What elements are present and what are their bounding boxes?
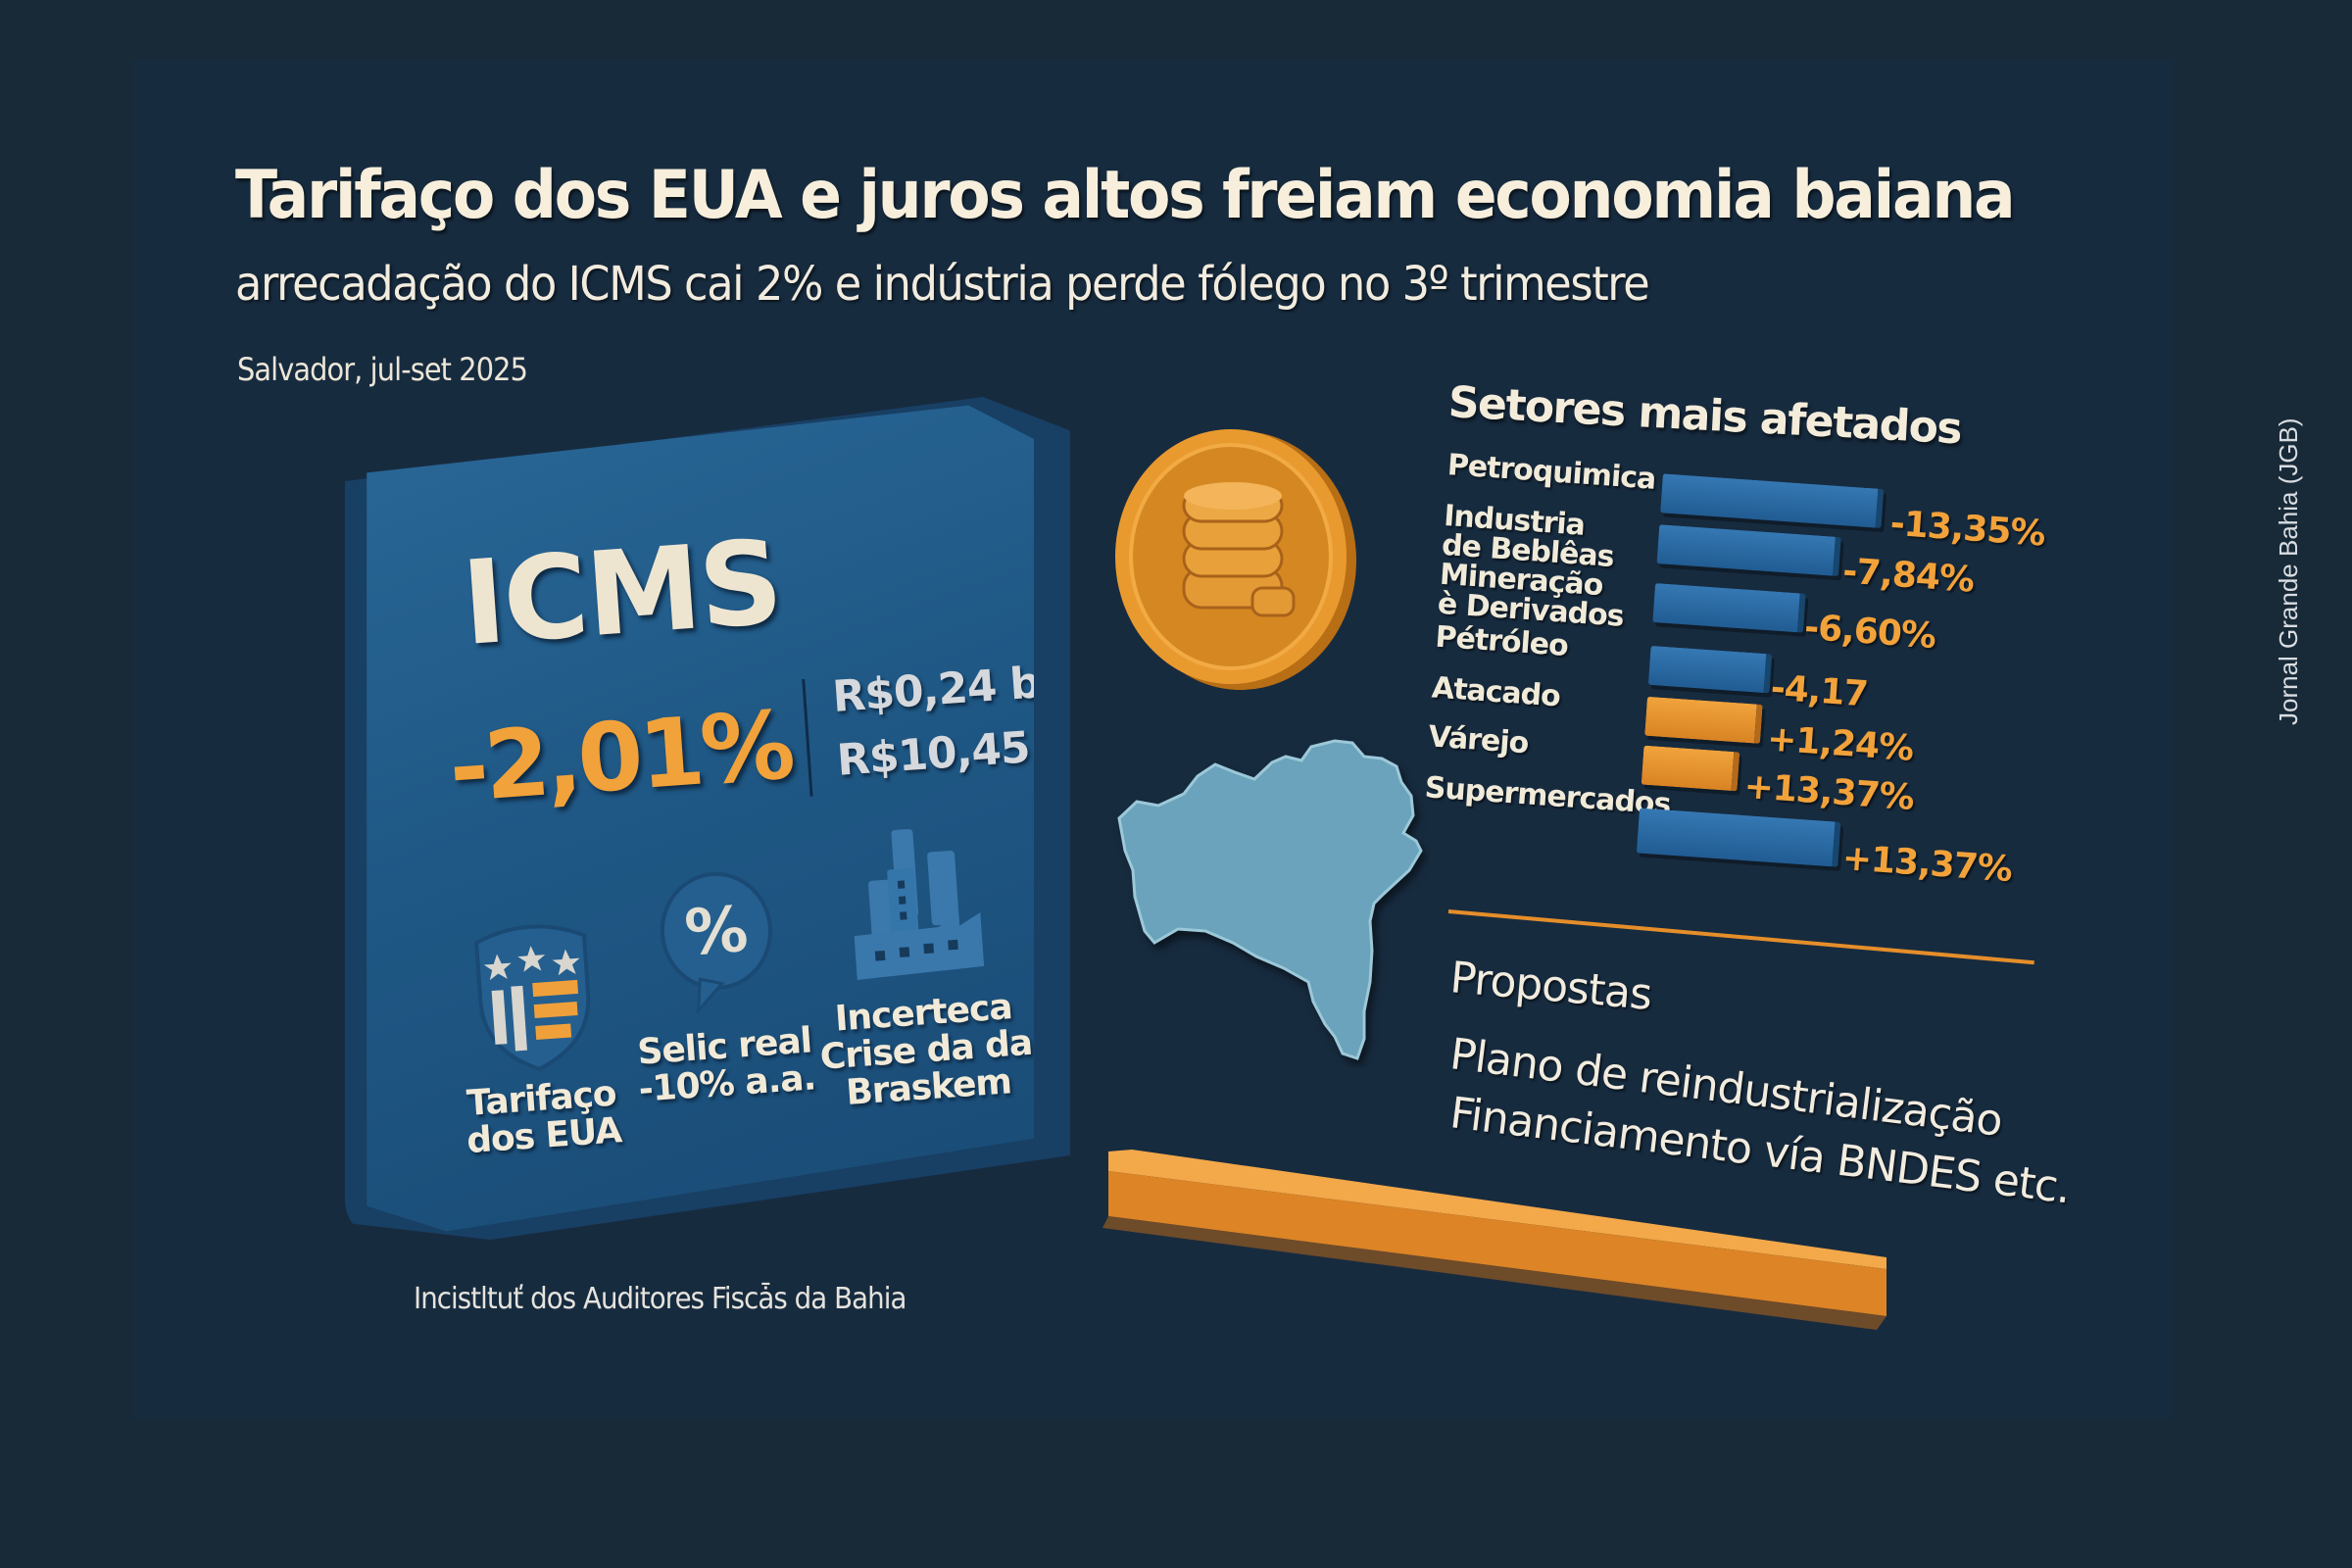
factor-label: Tarifaço dos EUA bbox=[465, 1073, 623, 1161]
factor-tarifaco: Tarifaço dos EUA bbox=[441, 908, 634, 1161]
sector-bar bbox=[1656, 524, 1841, 577]
gold-bar-icon bbox=[1102, 1150, 1886, 1330]
percent-bubble-icon: % bbox=[660, 871, 772, 1015]
watermark-credit: Jornal Grande Bahia (JGB) bbox=[2274, 417, 2303, 725]
sector-bar bbox=[1641, 745, 1740, 792]
dateline: Salvador, jul-set 2025 bbox=[237, 351, 528, 388]
icms-card: ICMS -2,01% R$0,24 bi R$10,45 bi bbox=[345, 397, 1070, 1240]
value-divider bbox=[802, 678, 813, 797]
sector-bar bbox=[1647, 645, 1773, 694]
sector-bar bbox=[1652, 583, 1806, 633]
factory-icon bbox=[854, 828, 985, 980]
factor-label: Incerteca Crise da da Braskem bbox=[818, 987, 1034, 1113]
icms-change: -2,01% bbox=[445, 690, 795, 824]
icms-value-loss: R$0,24 bi bbox=[830, 657, 1055, 722]
sectors-bar-chart: Petroquimica -13,35% Industria de Beblêas… bbox=[1414, 448, 2054, 982]
factor-selic: % Selic real -10% a.a. bbox=[610, 865, 831, 1110]
card-face: ICMS -2,01% R$0,24 bi R$10,45 bi bbox=[367, 405, 1055, 1232]
sector-bar bbox=[1636, 808, 1841, 867]
subheadline: arrecadação do ICMS cai 2% e indústria p… bbox=[235, 257, 1650, 312]
coin-stack-icon bbox=[1115, 429, 1356, 690]
sector-bar bbox=[1644, 696, 1763, 744]
factor-label: Selic real -10% a.a. bbox=[636, 1020, 817, 1110]
bahia-map-icon bbox=[1117, 739, 1423, 1060]
sector-value: +13,37% bbox=[1840, 838, 2014, 891]
icms-label: ICMS bbox=[458, 514, 785, 671]
headline: Tarifaço dos EUA e juros altos freiam ec… bbox=[235, 157, 2016, 234]
factor-braskem: Incerteca Crise da da Braskem bbox=[798, 811, 1034, 1114]
shield-flag-icon bbox=[474, 924, 591, 1071]
svg-text:%: % bbox=[682, 894, 750, 970]
source-credit: Incistltuť dos Auditores Fiscǡs da Bahia bbox=[414, 1282, 906, 1316]
